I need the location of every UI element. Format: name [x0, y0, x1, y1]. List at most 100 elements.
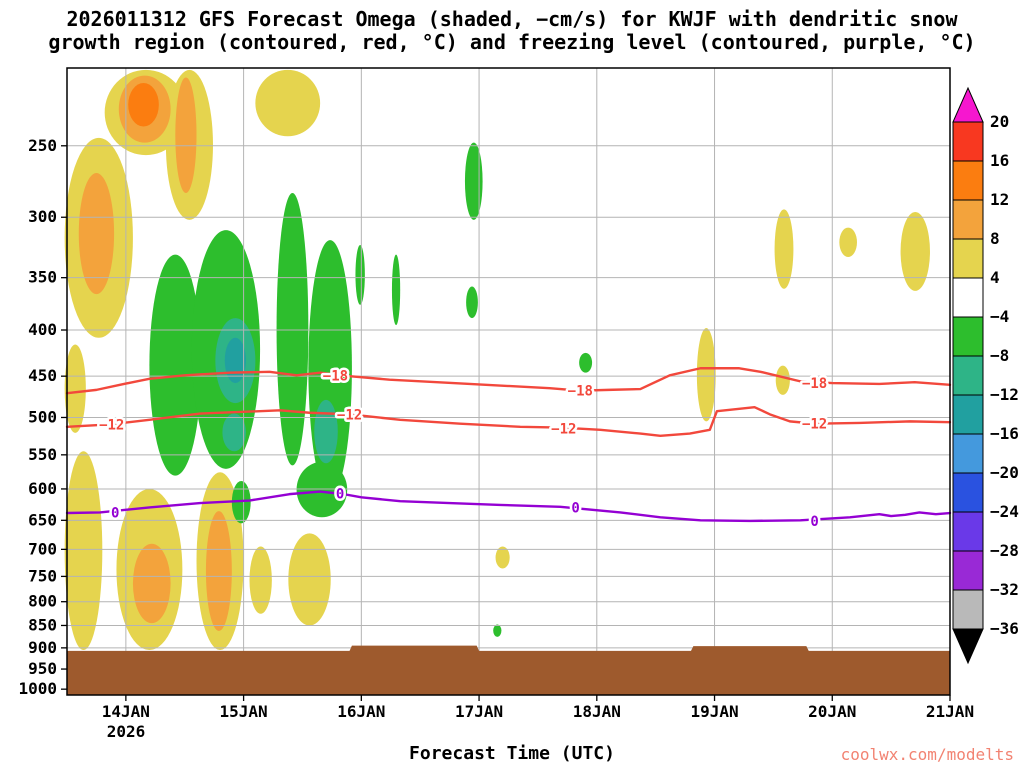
colorbar-over-triangle	[952, 86, 984, 123]
shaded-region	[696, 328, 716, 422]
shaded-region	[495, 546, 510, 569]
contour-line-dendritic-growth-minus18	[65, 367, 952, 395]
colorbar-tick-label: −16	[990, 424, 1019, 443]
contour-line-dendritic-growth-minus12	[65, 405, 952, 438]
shaded-region	[900, 211, 930, 291]
y-tick-label: 250	[28, 136, 57, 155]
y-tick-label: 850	[28, 615, 57, 634]
colorbar-tick-label: −28	[990, 541, 1019, 560]
colorbar-tick-label: 16	[990, 151, 1009, 170]
colorbar-tick-label: −24	[990, 502, 1019, 521]
colorbar-under-triangle	[952, 628, 984, 665]
plot-frame	[66, 67, 951, 696]
shaded-region	[355, 244, 365, 305]
y-tick-label: 1000	[18, 679, 57, 698]
x-tick-label: 16JAN	[337, 702, 385, 721]
colorbar-segment	[952, 160, 984, 201]
colorbar-tick-label: −20	[990, 463, 1019, 482]
colorbar-segment	[952, 316, 984, 357]
shaded-region	[205, 511, 232, 631]
shaded-region	[775, 365, 790, 395]
x-tick-label: 14JAN	[102, 702, 150, 721]
colorbar-tick-label: −8	[990, 346, 1009, 365]
shaded-region	[128, 83, 159, 127]
y-tick-label: 550	[28, 445, 57, 464]
contour-label: −12	[99, 417, 124, 433]
contour-label: −12	[802, 417, 827, 433]
shaded-region	[231, 481, 251, 524]
colorbar-segment	[952, 238, 984, 279]
shaded-region	[296, 461, 348, 518]
colorbar-tick-label: 12	[990, 190, 1009, 209]
contour-label: −18	[802, 376, 827, 392]
shaded-region	[276, 192, 309, 466]
y-tick-label: 300	[28, 207, 57, 226]
x-tick-label: 21JAN	[926, 702, 974, 721]
chart-title-line2: growth region (contoured, red, °C) and f…	[48, 30, 976, 54]
colorbar-segment	[952, 199, 984, 240]
colorbar-segment	[952, 589, 984, 630]
shaded-region	[222, 413, 246, 452]
contour-label: −18	[323, 368, 348, 384]
watermark: coolwx.com/modelts	[840, 745, 1014, 764]
colorbar-tick-label: 8	[990, 229, 1000, 248]
shaded-region	[78, 173, 115, 295]
shaded-region	[839, 227, 857, 257]
y-tick-label: 750	[28, 566, 57, 585]
colorbar-tick-label: −4	[990, 307, 1009, 326]
colorbar-segment	[952, 355, 984, 396]
colorbar-segment	[952, 433, 984, 474]
y-tick-label: 450	[28, 366, 57, 385]
shaded-region	[255, 69, 321, 137]
shaded-region	[466, 286, 478, 319]
contour-label: 0	[571, 500, 579, 516]
shaded-region	[64, 451, 103, 651]
y-tick-label: 650	[28, 510, 57, 529]
shaded-region	[493, 624, 502, 637]
contour-label: −12	[551, 421, 576, 437]
colorbar-segment	[952, 121, 984, 162]
colorbar-segment	[952, 277, 984, 318]
colorbar-segment	[952, 472, 984, 513]
y-tick-label: 900	[28, 638, 57, 657]
y-tick-label: 500	[28, 407, 57, 426]
shaded-region	[391, 254, 401, 326]
shaded-region	[64, 344, 86, 433]
shaded-region	[464, 142, 483, 220]
shaded-region	[175, 77, 197, 193]
contour-label: −12	[337, 407, 362, 423]
colorbar-segment	[952, 511, 984, 552]
contour-label: 0	[810, 514, 818, 530]
shaded-region	[149, 254, 202, 476]
y-tick-label: 600	[28, 479, 57, 498]
y-tick-label: 800	[28, 592, 57, 611]
x-tick-label: 17JAN	[455, 702, 503, 721]
contour-line-freezing-level-0	[65, 490, 952, 523]
colorbar-segment	[952, 394, 984, 435]
colorbar-tick-label: 20	[990, 112, 1009, 131]
colorbar-tick-label: −12	[990, 385, 1019, 404]
colorbar-tick-label: −32	[990, 580, 1019, 599]
shaded-region	[249, 546, 272, 614]
x-tick-label: 20JAN	[808, 702, 856, 721]
x-tick-label: 18JAN	[573, 702, 621, 721]
x-tick-label: 19JAN	[690, 702, 738, 721]
x-axis-label: Forecast Time (UTC)	[409, 743, 615, 764]
colorbar-tick-label: 4	[990, 268, 1000, 287]
x-tick-label: 15JAN	[220, 702, 268, 721]
y-tick-label: 700	[28, 539, 57, 558]
y-tick-label: 400	[28, 320, 57, 339]
shaded-region	[132, 543, 171, 624]
chart-title-line1: 2026011312 GFS Forecast Omega (shaded, −…	[66, 7, 958, 31]
contour-label: −18	[568, 384, 593, 400]
x-axis-year-label: 2026	[106, 722, 146, 741]
shaded-region	[579, 352, 593, 373]
shaded-region	[314, 399, 338, 464]
terrain-surface	[67, 645, 950, 695]
y-tick-label: 950	[28, 659, 57, 678]
contour-label: 0	[111, 505, 119, 521]
shaded-region	[288, 533, 331, 626]
colorbar-segment	[952, 550, 984, 591]
